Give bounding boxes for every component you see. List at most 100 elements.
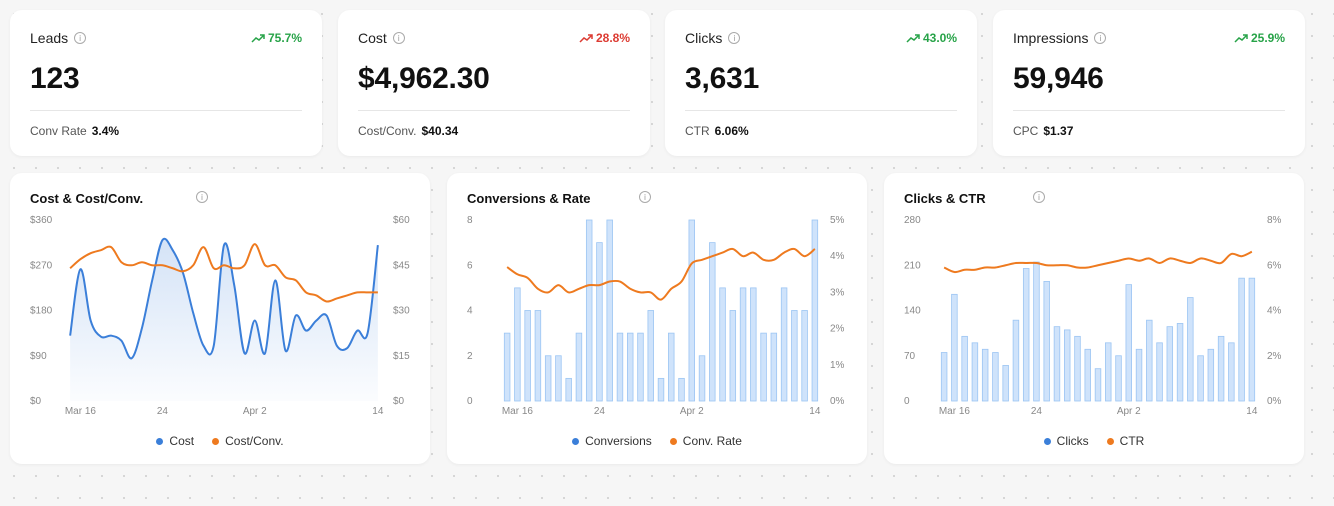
bar xyxy=(1248,277,1256,402)
x-tick: 14 xyxy=(809,406,821,417)
y-right-tick: 0% xyxy=(1267,396,1282,407)
trending-up-icon xyxy=(579,34,593,43)
bar xyxy=(606,219,613,402)
bar xyxy=(565,377,572,402)
y-left-tick: 8 xyxy=(467,215,473,226)
trending-up-icon xyxy=(251,34,265,43)
kpi-sub: CTR 6.06% xyxy=(685,124,749,138)
bar xyxy=(1002,365,1009,402)
kpi-value: 123 xyxy=(30,62,80,95)
bar xyxy=(657,377,665,402)
bar xyxy=(1207,348,1215,402)
legend-item-conversions[interactable]: Conversions xyxy=(572,434,652,448)
kpi-value: 3,631 xyxy=(685,62,760,95)
bar xyxy=(524,310,531,402)
kpi-card-clicks: Clicks i 43.0% 3,631 CTR 6.06% xyxy=(665,10,977,156)
legend-dot xyxy=(156,437,164,445)
bar xyxy=(668,332,675,402)
bar xyxy=(1033,261,1040,402)
y-left-tick: $0 xyxy=(30,396,42,407)
bar xyxy=(637,332,644,402)
bar xyxy=(1094,368,1102,402)
series-line-conv-rate xyxy=(506,247,816,301)
bar xyxy=(992,352,999,402)
bar xyxy=(616,332,624,402)
bar xyxy=(780,287,788,402)
y-left-tick: 0 xyxy=(467,396,473,407)
kpi-card-cost: Cost i 28.8% $4,962.30 Cost/Conv. $40.34 xyxy=(338,10,650,156)
bar xyxy=(1217,335,1225,402)
kpi-change: 43.0% xyxy=(906,31,957,45)
trending-up-icon xyxy=(1234,34,1248,43)
bar xyxy=(647,310,654,402)
y-right-tick: 1% xyxy=(830,360,845,371)
y-right-tick: $0 xyxy=(393,396,405,407)
kpi-change: 28.8% xyxy=(579,31,630,45)
x-tick: 24 xyxy=(594,406,606,417)
legend-item-clicks[interactable]: Clicks xyxy=(1043,434,1089,448)
y-right-tick: 3% xyxy=(830,287,845,298)
bar xyxy=(596,242,603,402)
chart-legend: Cost Cost/Conv. xyxy=(10,434,430,448)
y-left-tick: 4 xyxy=(467,306,473,317)
kpi-sub: Conv Rate 3.4% xyxy=(30,124,120,138)
series-line-ctr xyxy=(943,250,1253,274)
legend-dot xyxy=(212,437,220,445)
y-left-tick: 70 xyxy=(904,351,916,362)
bar xyxy=(1187,297,1194,402)
legend-item-ctr[interactable]: CTR xyxy=(1106,434,1144,448)
bar xyxy=(575,332,583,402)
info-icon[interactable]: i xyxy=(639,191,651,203)
kpi-sub: Cost/Conv. $40.34 xyxy=(358,124,459,138)
chart-legend: Conversions Conv. Rate xyxy=(447,434,867,448)
bar xyxy=(981,348,989,402)
bar xyxy=(1238,277,1245,402)
x-tick: 24 xyxy=(157,406,169,417)
y-left-tick: $360 xyxy=(30,215,53,226)
y-right-tick: $45 xyxy=(393,260,410,271)
info-icon[interactable]: i xyxy=(728,32,741,44)
y-right-tick: 4% xyxy=(830,251,845,262)
bar xyxy=(729,310,737,402)
info-icon[interactable]: i xyxy=(1033,191,1045,203)
kpi-value: 59,946 xyxy=(1013,62,1104,95)
bar xyxy=(719,287,726,402)
bar xyxy=(1197,355,1204,402)
bar xyxy=(1084,348,1091,402)
bar xyxy=(1125,284,1132,402)
y-left-tick: 280 xyxy=(904,215,921,226)
bar xyxy=(1074,335,1081,402)
legend-dot xyxy=(1043,437,1051,445)
info-icon[interactable]: i xyxy=(74,32,87,44)
info-icon[interactable]: i xyxy=(1094,32,1107,44)
bar xyxy=(750,287,757,402)
bar xyxy=(1053,326,1061,402)
x-tick: 14 xyxy=(372,406,384,417)
y-right-tick: 5% xyxy=(830,215,845,226)
y-left-tick: 2 xyxy=(467,351,473,362)
y-right-tick: $15 xyxy=(393,351,410,362)
y-right-tick: 2% xyxy=(830,324,845,335)
info-icon[interactable]: i xyxy=(392,32,405,44)
y-right-tick: 0% xyxy=(830,396,845,407)
bar xyxy=(801,310,808,402)
legend-item-cost[interactable]: Cost xyxy=(156,434,194,448)
y-right-tick: $60 xyxy=(393,215,410,226)
info-icon[interactable]: i xyxy=(196,191,208,203)
y-left-tick: 210 xyxy=(904,260,921,271)
trending-up-icon xyxy=(906,34,920,43)
y-left-tick: 140 xyxy=(904,306,921,317)
legend-item-cost-per-conv[interactable]: Cost/Conv. xyxy=(212,434,284,448)
kpi-card-impressions: Impressions i 25.9% 59,946 CPC $1.37 xyxy=(993,10,1305,156)
bar xyxy=(1166,326,1174,402)
kpi-sub: CPC $1.37 xyxy=(1013,124,1074,138)
bar xyxy=(1064,329,1071,402)
bar xyxy=(1135,348,1143,402)
x-tick: 24 xyxy=(1031,406,1043,417)
x-tick: 14 xyxy=(1246,406,1258,417)
legend-item-conv-rate[interactable]: Conv. Rate xyxy=(669,434,742,448)
bar xyxy=(971,342,979,402)
series-line-cost xyxy=(69,237,379,360)
bar xyxy=(1146,319,1153,402)
